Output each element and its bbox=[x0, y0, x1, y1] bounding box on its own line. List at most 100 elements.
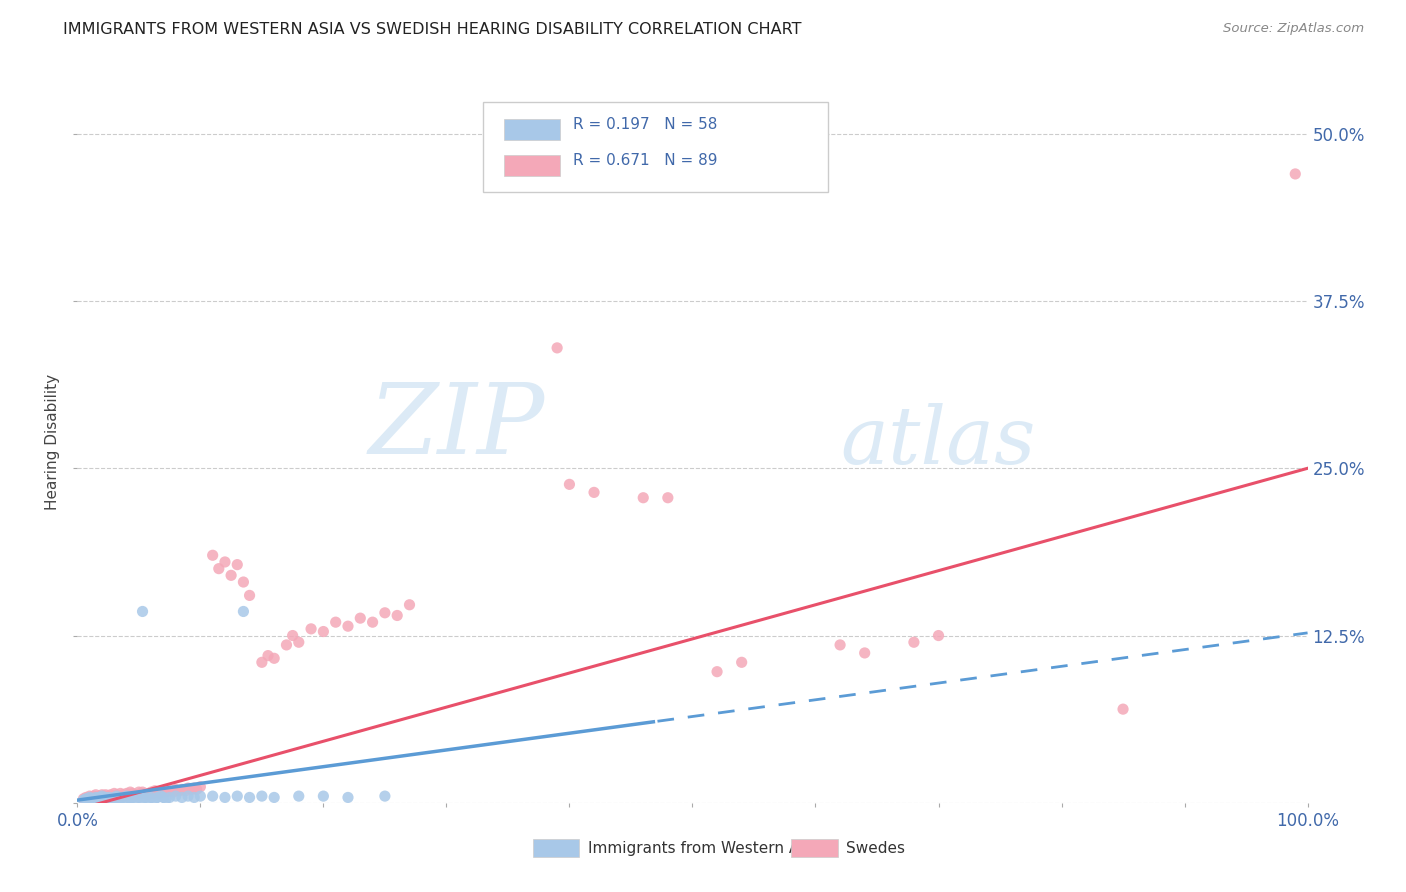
Text: Swedes: Swedes bbox=[846, 841, 905, 855]
Point bbox=[111, 788, 134, 802]
Point bbox=[149, 787, 172, 801]
Point bbox=[105, 789, 128, 804]
Point bbox=[118, 788, 141, 802]
Point bbox=[131, 785, 153, 799]
Point bbox=[90, 792, 112, 806]
Point bbox=[546, 341, 568, 355]
Point bbox=[111, 790, 134, 805]
Point bbox=[361, 615, 384, 630]
Point bbox=[731, 655, 754, 669]
Point bbox=[103, 787, 125, 801]
Point bbox=[288, 635, 311, 649]
Point bbox=[107, 789, 129, 804]
Point bbox=[110, 787, 132, 801]
Point bbox=[146, 785, 169, 799]
Point bbox=[84, 792, 107, 806]
Point bbox=[349, 611, 371, 625]
Point bbox=[105, 788, 128, 802]
Bar bbox=[505, 154, 560, 177]
Point bbox=[312, 624, 335, 639]
Point bbox=[155, 785, 177, 799]
Point bbox=[214, 790, 236, 805]
Point bbox=[150, 789, 173, 804]
Point bbox=[337, 790, 360, 805]
Point bbox=[288, 789, 311, 804]
Point bbox=[115, 787, 138, 801]
Point bbox=[385, 608, 409, 623]
Point bbox=[633, 491, 655, 505]
Point bbox=[129, 789, 153, 804]
Point bbox=[124, 788, 146, 802]
Point bbox=[98, 790, 121, 805]
Point bbox=[112, 792, 135, 806]
Bar bbox=[533, 838, 579, 857]
Point bbox=[75, 790, 97, 805]
Point bbox=[87, 792, 110, 806]
Point bbox=[177, 781, 200, 796]
Point bbox=[188, 789, 212, 804]
Point bbox=[82, 790, 104, 805]
Point bbox=[706, 665, 728, 679]
Text: IMMIGRANTS FROM WESTERN ASIA VS SWEDISH HEARING DISABILITY CORRELATION CHART: IMMIGRANTS FROM WESTERN ASIA VS SWEDISH … bbox=[63, 22, 801, 37]
Point bbox=[830, 638, 852, 652]
Point bbox=[239, 790, 262, 805]
Point bbox=[100, 788, 122, 802]
Point bbox=[928, 628, 950, 642]
Point bbox=[188, 780, 212, 794]
Text: ZIP: ZIP bbox=[368, 379, 546, 475]
Point bbox=[94, 788, 117, 802]
Bar bbox=[792, 838, 838, 857]
Point bbox=[312, 789, 335, 804]
Point bbox=[337, 619, 360, 633]
Point bbox=[165, 782, 187, 797]
Point bbox=[79, 790, 101, 805]
Point bbox=[134, 787, 156, 801]
Point bbox=[232, 605, 254, 619]
Point bbox=[143, 792, 166, 806]
Point bbox=[134, 790, 156, 805]
Point bbox=[226, 558, 249, 572]
Point bbox=[141, 785, 163, 799]
Point bbox=[124, 792, 146, 806]
Point bbox=[177, 789, 200, 804]
Point bbox=[112, 789, 135, 804]
Point bbox=[120, 792, 142, 806]
Point bbox=[90, 790, 112, 805]
Point bbox=[174, 784, 197, 798]
Point bbox=[93, 789, 115, 804]
Point bbox=[143, 784, 166, 798]
Point bbox=[903, 635, 925, 649]
Text: atlas: atlas bbox=[841, 403, 1035, 480]
Point bbox=[159, 790, 181, 805]
Point bbox=[86, 790, 108, 805]
Point bbox=[77, 792, 100, 806]
Point bbox=[281, 628, 304, 642]
Point bbox=[155, 792, 177, 806]
Point bbox=[170, 782, 193, 797]
Point bbox=[129, 787, 153, 801]
Point bbox=[250, 789, 273, 804]
Point bbox=[558, 477, 581, 491]
Point bbox=[208, 562, 231, 576]
Point bbox=[89, 790, 111, 805]
Point bbox=[583, 485, 606, 500]
Point bbox=[84, 788, 107, 802]
Point bbox=[201, 548, 224, 563]
Point bbox=[128, 785, 150, 799]
Point bbox=[1112, 702, 1135, 716]
Point bbox=[239, 589, 262, 603]
Text: R = 0.197   N = 58: R = 0.197 N = 58 bbox=[574, 117, 717, 132]
Point bbox=[90, 789, 114, 804]
Point bbox=[72, 792, 94, 806]
Point bbox=[853, 646, 876, 660]
Point bbox=[110, 792, 132, 806]
Point bbox=[103, 790, 125, 805]
Point bbox=[72, 793, 94, 807]
Text: Source: ZipAtlas.com: Source: ZipAtlas.com bbox=[1223, 22, 1364, 36]
Point bbox=[152, 784, 174, 798]
Point bbox=[75, 792, 97, 806]
Point bbox=[162, 785, 184, 799]
Point bbox=[183, 790, 205, 805]
Point bbox=[82, 789, 104, 804]
Point bbox=[121, 787, 143, 801]
